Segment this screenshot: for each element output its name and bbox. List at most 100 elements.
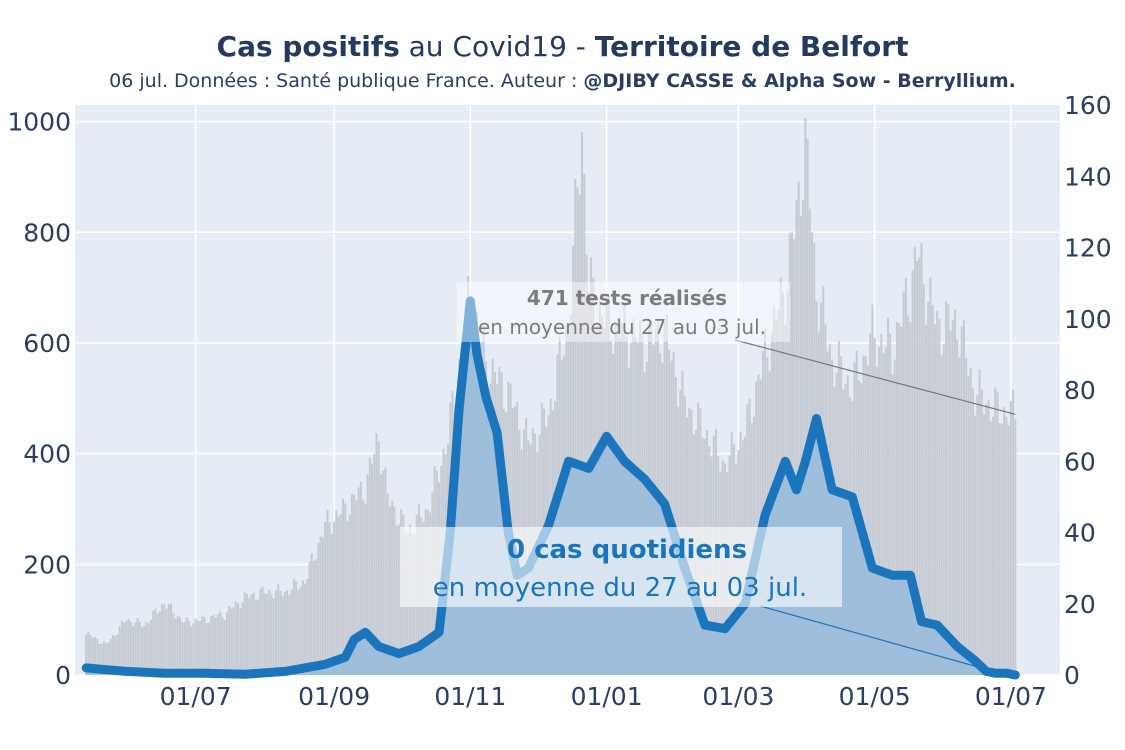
- tests-bar: [942, 344, 945, 675]
- tests-bar: [353, 494, 356, 675]
- tests-bar: [310, 553, 313, 675]
- tests-bar: [321, 537, 324, 675]
- tests-bar: [134, 622, 137, 675]
- x-axis: 01/07 01/09 01/11 01/01 01/03 01/05 01/07: [160, 682, 1047, 711]
- tests-bar: [241, 602, 244, 675]
- tests-bar: [288, 594, 291, 675]
- tests-bar: [91, 637, 94, 675]
- tests-bar: [368, 457, 371, 675]
- tests-bar: [239, 608, 242, 675]
- tests-bar: [583, 173, 586, 676]
- tests-bar: [960, 326, 963, 675]
- tests-bar: [790, 232, 793, 675]
- tests-bar: [862, 355, 865, 675]
- tests-bar: [111, 634, 114, 675]
- tests-bar: [366, 474, 369, 675]
- tests-bar: [319, 536, 322, 675]
- tests-bar: [931, 304, 934, 675]
- tests-bar: [936, 311, 939, 675]
- cases-annotation-subtitle: en moyenne du 27 au 03 jul.: [433, 573, 807, 603]
- tests-bar: [223, 620, 226, 675]
- subtitle-author: @DJIBY CASSE & Alpha Sow - Berryllium.: [583, 70, 1016, 92]
- tests-bar: [232, 607, 235, 675]
- tests-bar: [281, 596, 284, 675]
- tests-bar: [129, 621, 132, 675]
- tests-bar: [174, 618, 177, 675]
- tests-bar: [379, 474, 383, 675]
- tests-bar: [85, 634, 88, 675]
- tests-bar: [887, 318, 890, 675]
- tests-bar: [118, 626, 121, 675]
- tests-bar: [927, 301, 930, 675]
- tests-bar: [574, 179, 577, 675]
- tests-bar: [998, 422, 1001, 675]
- tests-bar: [154, 608, 157, 675]
- tests-bar: [348, 514, 351, 675]
- tests-bar: [178, 617, 181, 675]
- tests-bar: [103, 641, 106, 675]
- tests-bar: [208, 622, 211, 675]
- tests-bar: [152, 610, 155, 675]
- tests-bar: [1000, 423, 1003, 675]
- x-tick-label: 01/09: [298, 682, 370, 711]
- tests-bar: [969, 367, 972, 675]
- y-right-tick-label: 80: [1064, 376, 1096, 405]
- tests-bar: [212, 615, 215, 675]
- tests-bar: [270, 594, 273, 675]
- tests-bar: [335, 510, 338, 675]
- tests-bar: [219, 611, 222, 675]
- tests-bar: [205, 622, 208, 675]
- tests-bar: [924, 325, 927, 675]
- tests-bar: [1005, 416, 1008, 675]
- y-right-tick-label: 20: [1064, 590, 1096, 619]
- tests-bar: [225, 612, 228, 675]
- subtitle-source: 06 jul. Données : Santé publique France.…: [109, 70, 584, 92]
- tests-bar: [802, 199, 805, 675]
- tests-bar: [259, 588, 262, 675]
- tests-bar: [898, 323, 901, 675]
- tests-bar: [364, 503, 367, 675]
- tests-bar: [929, 277, 932, 675]
- tests-bar: [138, 622, 141, 675]
- tests-bar: [266, 593, 269, 675]
- tests-bar: [275, 590, 278, 675]
- tests-bar: [978, 369, 981, 675]
- tests-bar: [388, 506, 391, 675]
- x-tick-label: 01/01: [571, 682, 643, 711]
- y-axis-left: 0 200 400 600 800 1000: [7, 108, 71, 690]
- tests-bar: [793, 239, 796, 675]
- tests-bar: [994, 387, 997, 675]
- tests-bar: [277, 583, 280, 675]
- tests-bar: [199, 621, 202, 675]
- tests-bar: [382, 470, 385, 675]
- tests-bar: [268, 589, 271, 675]
- tests-bar: [576, 187, 579, 676]
- tests-bar: [147, 623, 150, 675]
- tests-bar: [395, 525, 398, 675]
- tests-bar: [145, 621, 148, 675]
- tests-bar: [286, 590, 289, 675]
- tests-bar: [248, 598, 251, 675]
- tests-annotation-subtitle: en moyenne du 27 au 03 jul.: [478, 315, 766, 339]
- tests-bar: [875, 366, 878, 675]
- tests-bar: [911, 270, 914, 675]
- y-right-tick-label: 0: [1064, 661, 1080, 690]
- tests-bar: [170, 603, 173, 675]
- tests-bar: [996, 391, 999, 675]
- tests-bar: [315, 559, 318, 675]
- tests-bar: [214, 617, 217, 675]
- tests-bar: [252, 592, 255, 675]
- tests-bar: [94, 636, 97, 675]
- tests-bar: [864, 355, 867, 675]
- tests-bar: [98, 643, 101, 675]
- y-right-tick-label: 140: [1064, 162, 1112, 191]
- tests-bar: [991, 416, 994, 675]
- x-tick-label: 01/07: [975, 682, 1047, 711]
- tests-bar: [384, 467, 387, 675]
- tests-bar: [290, 589, 293, 675]
- tests-annotation-box: [457, 282, 790, 342]
- chart-subtitle: 06 jul. Données : Santé publique France.…: [0, 70, 1125, 92]
- tests-bar: [962, 319, 965, 675]
- tests-bar: [163, 604, 166, 675]
